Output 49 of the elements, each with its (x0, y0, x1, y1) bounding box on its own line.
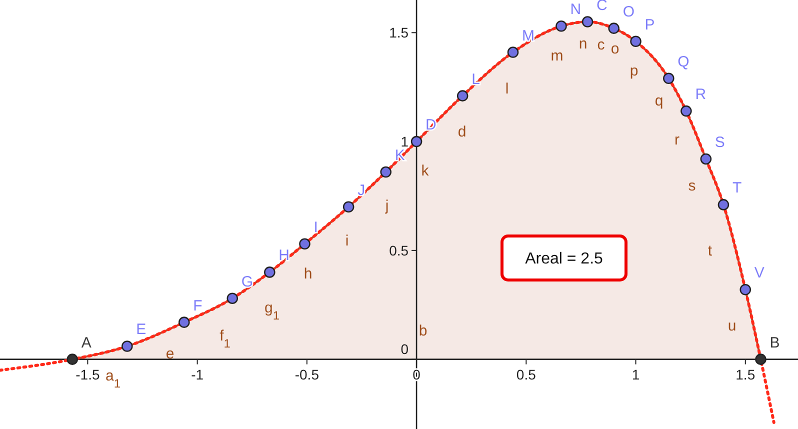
annotation: i (345, 232, 349, 250)
y-tick-label: 0.5 (389, 242, 409, 258)
data-label: Q (678, 53, 690, 70)
x-tick-label: 1 (632, 366, 640, 382)
y-tick-label: 1.5 (389, 24, 409, 41)
data-label: G (241, 273, 254, 290)
data-label: S (714, 134, 725, 151)
annotation: c (597, 36, 606, 54)
data-label: F (193, 297, 202, 314)
x-tick-label: -1 (191, 366, 204, 382)
data-label: M (522, 27, 534, 44)
annotation: t (708, 242, 713, 260)
annotation: l (505, 80, 509, 98)
data-label: N (570, 1, 582, 18)
annotation: b (418, 322, 428, 340)
annotation: o (610, 40, 620, 58)
annotation: r (674, 131, 680, 148)
data-label: V (754, 264, 764, 282)
annotation: s (688, 177, 696, 194)
data-label: T (732, 180, 742, 197)
annotation: e (166, 345, 174, 362)
x-tick-label: -0.5 (294, 366, 320, 382)
annotation: d (458, 123, 466, 140)
annotation: Areal = 2.5 (525, 250, 604, 268)
data-label: H (278, 247, 290, 264)
data-label: A (81, 334, 92, 352)
y-tick-label: 1 (400, 133, 409, 150)
data-label: J (358, 182, 366, 199)
x-tick-label: 1.5 (736, 366, 756, 382)
data-label: B (770, 334, 780, 352)
data-label: R (695, 86, 706, 104)
annotation: n (578, 35, 588, 52)
annotation: p (630, 62, 638, 80)
annotation: g$_{1}$ (264, 299, 280, 322)
annotation: j (384, 197, 389, 214)
x-tick-label: 0.5 (516, 366, 536, 382)
data-label: I (314, 218, 318, 236)
y-tick-label: 0 (400, 341, 409, 358)
data-label: O (622, 3, 635, 20)
x-tick-label: -1.5 (76, 366, 100, 382)
annotation: m (550, 47, 564, 64)
annotation: q (654, 92, 664, 110)
annotation: u (728, 317, 736, 334)
annotation: a$_{1}$ (105, 367, 121, 390)
annotation: f$_{1}$ (220, 327, 231, 350)
annotation: h (304, 265, 312, 282)
annotation: k (421, 162, 430, 180)
data-label: E (136, 321, 146, 338)
data-label: P (644, 16, 655, 34)
